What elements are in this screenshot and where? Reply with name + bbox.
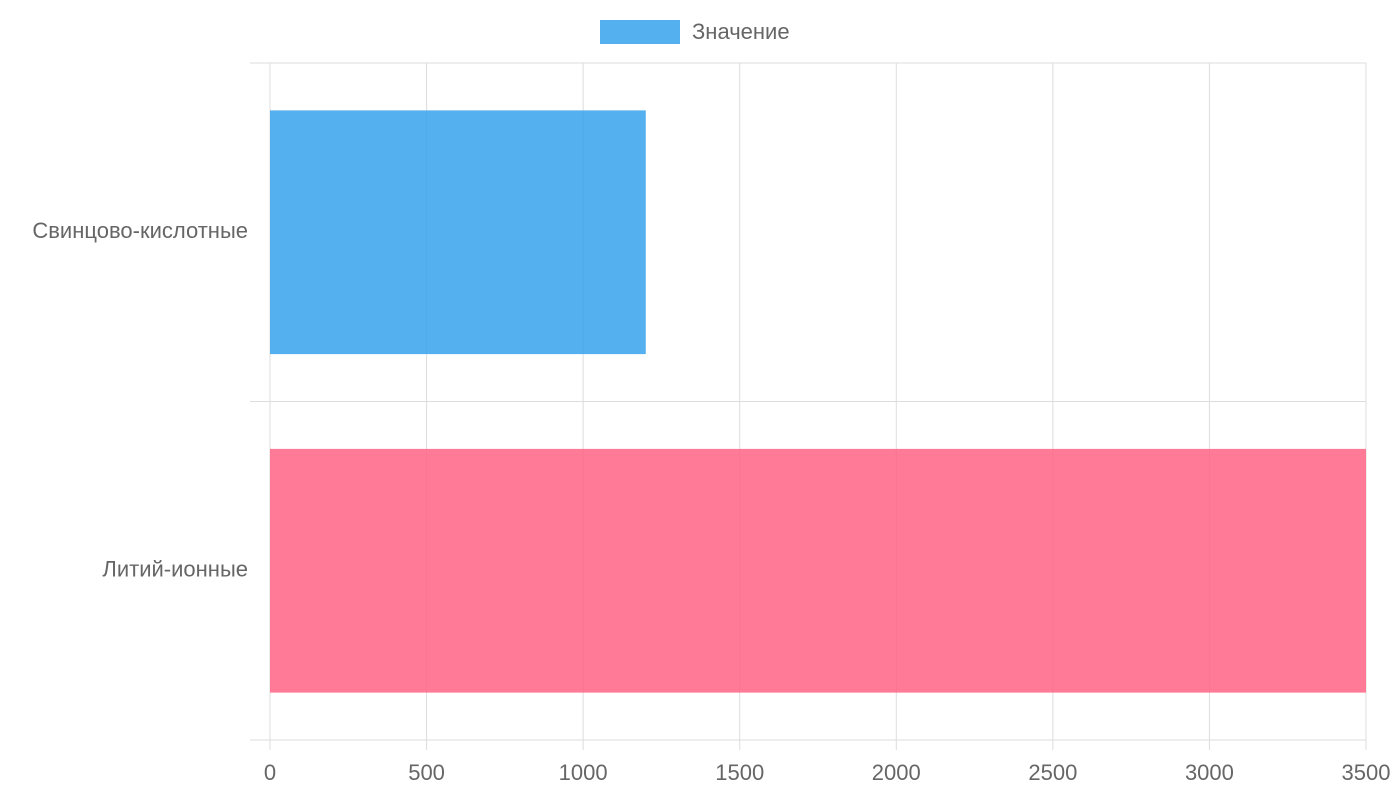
x-tick-label: 0 [264,760,276,785]
x-tick-label: 2000 [872,760,921,785]
x-tick-label: 1500 [715,760,764,785]
x-tick-label: 3000 [1185,760,1234,785]
x-tick-label: 500 [408,760,445,785]
x-tick-label: 1000 [559,760,608,785]
bar [270,110,646,355]
y-tick-label: Литий-ионные [102,557,248,582]
legend-swatch [600,20,680,44]
x-tick-label: 2500 [1028,760,1077,785]
bar [270,448,1366,693]
y-tick-label: Свинцово-кислотные [32,218,248,243]
x-tick-label: 3500 [1342,760,1391,785]
legend-label: Значение [692,19,790,44]
